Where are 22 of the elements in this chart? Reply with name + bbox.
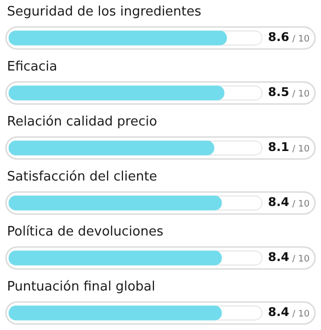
y-tick-label: Relación calidad precio [7,114,158,130]
data-label: 8.5 [268,85,290,100]
y-tick-label: Seguridad de los ingredientes [7,4,202,20]
text: / 10 [292,34,310,44]
text: / 10 [292,309,310,320]
text: / 10 [292,254,310,264]
data-label: 8.4 [268,250,290,264]
y-tick-label: Eficacia [7,59,58,74]
y-tick-label: Política de devoluciones [7,224,164,240]
text: / 10 [292,199,310,210]
y-tick-label: Puntuación final global [7,279,156,294]
bar [8,306,222,320]
bar [8,140,214,156]
text: / 10 [292,144,310,154]
data-label: 8.1 [268,140,290,154]
y-tick-label: Satisfacción del cliente [7,169,158,184]
data-label: 8.4 [268,305,290,320]
data-label: 8.4 [268,195,290,210]
bar [8,196,222,210]
data-label: 8.6 [268,30,290,44]
bar [8,250,222,266]
text: / 10 [292,89,310,100]
